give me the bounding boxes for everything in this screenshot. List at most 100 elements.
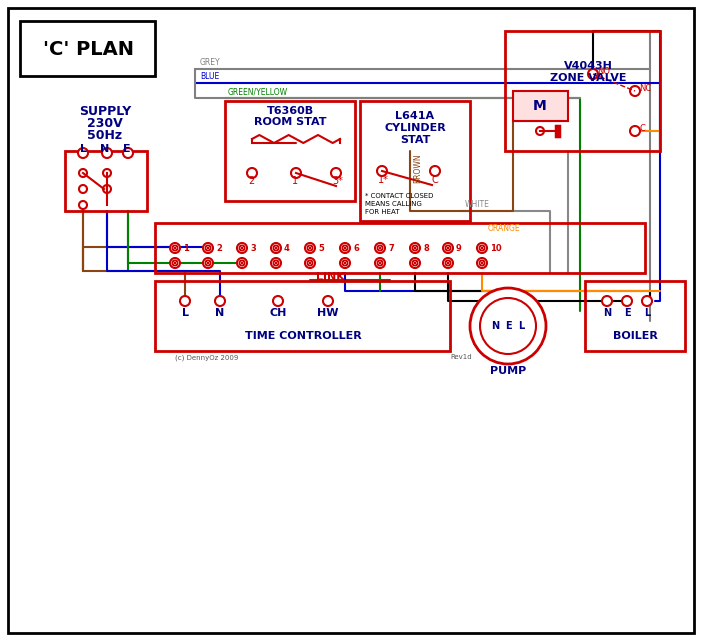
Text: Rev1d: Rev1d [450, 354, 472, 360]
Circle shape [343, 246, 347, 251]
Circle shape [443, 243, 453, 253]
Circle shape [410, 258, 420, 268]
Circle shape [536, 127, 544, 135]
Text: BROWN: BROWN [413, 153, 422, 183]
Circle shape [340, 258, 350, 268]
Text: BLUE: BLUE [200, 72, 219, 81]
Text: N: N [491, 321, 499, 331]
Text: N: N [100, 144, 110, 154]
Circle shape [273, 260, 279, 266]
Text: GREEN/YELLOW: GREEN/YELLOW [228, 87, 288, 96]
Text: L: L [182, 308, 189, 318]
Text: 1: 1 [292, 176, 298, 186]
Circle shape [78, 148, 88, 158]
Text: SUPPLY: SUPPLY [79, 104, 131, 117]
Circle shape [377, 246, 383, 251]
Circle shape [630, 86, 640, 96]
Text: 3: 3 [250, 244, 256, 253]
Circle shape [479, 246, 485, 251]
Circle shape [479, 260, 485, 266]
Circle shape [247, 168, 257, 178]
Bar [155, 223, 645, 273]
Circle shape [273, 246, 279, 251]
Text: L641A: L641A [395, 111, 435, 121]
Text: NC: NC [639, 84, 651, 93]
Bar [505, 31, 660, 151]
Text: ZONE VALVE: ZONE VALVE [550, 73, 626, 83]
Text: E: E [505, 321, 511, 331]
Text: 3*: 3* [332, 176, 343, 186]
Circle shape [412, 260, 418, 266]
Circle shape [170, 258, 180, 268]
Text: 2: 2 [216, 244, 222, 253]
Text: L: L [79, 144, 86, 154]
Circle shape [305, 258, 315, 268]
Circle shape [203, 243, 213, 253]
Circle shape [445, 260, 451, 266]
Circle shape [205, 246, 211, 251]
Circle shape [340, 243, 350, 253]
Circle shape [170, 243, 180, 253]
Circle shape [323, 296, 333, 306]
Circle shape [79, 185, 87, 193]
Circle shape [622, 296, 632, 306]
Circle shape [412, 246, 418, 251]
Text: NO: NO [597, 67, 610, 76]
Text: E: E [623, 308, 630, 318]
Circle shape [375, 243, 385, 253]
Circle shape [377, 260, 383, 266]
Circle shape [470, 288, 546, 364]
Circle shape [480, 298, 536, 354]
Text: C: C [431, 175, 438, 185]
Circle shape [445, 246, 451, 251]
Text: FOR HEAT: FOR HEAT [365, 209, 399, 215]
Circle shape [271, 258, 281, 268]
Text: ROOM STAT: ROOM STAT [253, 117, 326, 127]
Text: 230V: 230V [87, 117, 123, 129]
Circle shape [203, 258, 213, 268]
Text: MEANS CALLING: MEANS CALLING [365, 201, 422, 207]
Circle shape [430, 166, 440, 176]
Circle shape [205, 260, 211, 266]
Circle shape [103, 169, 111, 177]
Circle shape [273, 296, 283, 306]
Text: M: M [533, 99, 547, 113]
Circle shape [271, 243, 281, 253]
Circle shape [331, 168, 341, 178]
Text: CYLINDER: CYLINDER [384, 123, 446, 133]
Bar [513, 91, 568, 121]
Text: ORANGE: ORANGE [488, 224, 521, 233]
Circle shape [239, 246, 245, 251]
Text: STAT: STAT [400, 135, 430, 145]
Circle shape [602, 296, 612, 306]
Bar [360, 101, 470, 221]
Text: N: N [603, 308, 611, 318]
Text: 10: 10 [490, 244, 502, 253]
Circle shape [630, 126, 640, 136]
Text: HW: HW [317, 308, 339, 318]
Circle shape [375, 258, 385, 268]
Text: * CONTACT CLOSED: * CONTACT CLOSED [365, 193, 433, 199]
Circle shape [307, 260, 313, 266]
Bar [585, 281, 685, 351]
Text: CH: CH [270, 308, 286, 318]
Text: 1: 1 [183, 244, 189, 253]
Circle shape [305, 243, 315, 253]
Bar [155, 281, 450, 351]
Text: PUMP: PUMP [490, 366, 526, 376]
Text: L: L [644, 308, 650, 318]
Text: C: C [639, 124, 645, 133]
Text: 8: 8 [423, 244, 429, 253]
Circle shape [239, 260, 245, 266]
Text: N: N [216, 308, 225, 318]
Circle shape [443, 258, 453, 268]
Bar [20, 21, 155, 76]
Circle shape [123, 148, 133, 158]
Text: 5: 5 [318, 244, 324, 253]
Text: 1*: 1* [378, 175, 389, 185]
Bar [225, 101, 355, 201]
Circle shape [477, 243, 487, 253]
Circle shape [307, 246, 313, 251]
Circle shape [215, 296, 225, 306]
Text: 50Hz: 50Hz [88, 128, 123, 142]
